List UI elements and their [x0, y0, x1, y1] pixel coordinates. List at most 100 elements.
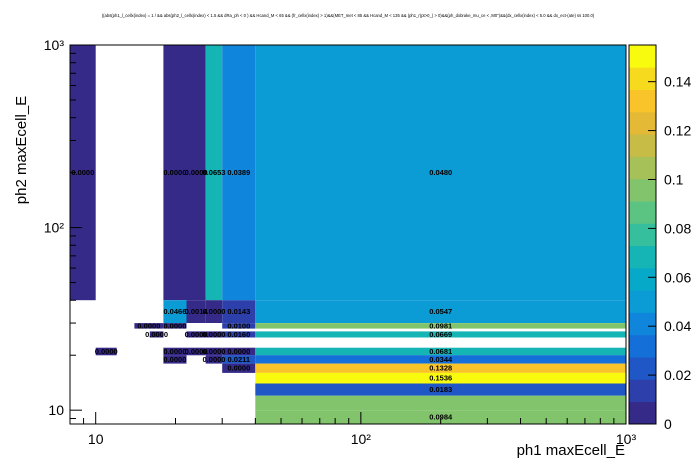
x-tick-label: 10² [351, 431, 372, 447]
heatmap-cell [149, 331, 164, 338]
color-scale-swatch [629, 223, 656, 247]
cell-value-label: 0.0480 [429, 168, 452, 177]
heatmap-cell [255, 410, 627, 424]
heatmap-cell [222, 45, 256, 301]
heatmap-cell [163, 355, 187, 364]
cell-value-label: 0.0014 [185, 307, 209, 316]
cell-value-label: 0.0100 [227, 321, 250, 330]
cell-value-label: 0.0000 [185, 330, 208, 339]
heatmap-cell [205, 355, 223, 364]
cell-value-label: 0.0000 [227, 364, 250, 373]
x-tick-label: 10 [88, 431, 104, 447]
cell-value-label: 0.0000 [203, 355, 226, 364]
cell-value-label: 0.0000 [185, 347, 208, 356]
y-tick-label: 10 [48, 402, 64, 418]
color-scale-swatch [629, 245, 656, 269]
color-scale-tick-label: 0 [664, 416, 672, 432]
y-tick-label: 10³ [44, 37, 65, 53]
cell-value-label: 0.1328 [429, 364, 452, 373]
heatmap-cell [222, 347, 256, 356]
cell-value-label: 0.1536 [429, 374, 452, 383]
cell-value-label: 0.0000 [95, 347, 118, 356]
cell-value-label: 0.0669 [429, 330, 452, 339]
y-axis: 10 10² 10³ [44, 37, 82, 420]
cells-layer [70, 45, 627, 424]
heatmap-cell [255, 355, 627, 364]
y-tick-label: 10² [44, 220, 65, 236]
chart-title: ((abs(ph1_l_cellx(index) = 1 / && abs(ph… [102, 13, 595, 18]
cell-value-label: 0.0000 [203, 347, 226, 356]
plot-frame [69, 44, 627, 425]
cell-value-label: 0.0211 [228, 355, 251, 364]
cell-value-label: 0.0653 [203, 168, 226, 177]
heatmap-cell [163, 323, 187, 329]
heatmap-cell [186, 347, 206, 356]
heatmap-cell [134, 323, 164, 329]
color-scale-swatch [629, 111, 656, 135]
cell-value-label: 0.0681 [429, 347, 452, 356]
cell-value-label: 0.0000 [227, 347, 250, 356]
cell-value-label: 0.0143 [227, 307, 250, 316]
heatmap-cell [163, 347, 187, 356]
color-scale-swatch [629, 134, 656, 157]
color-scale-swatch [629, 312, 656, 336]
color-scale-swatch [629, 401, 656, 425]
heatmap-cell [255, 372, 627, 384]
x-axis: 10 10² 10³ [69, 412, 637, 447]
cell-value-label: 0.0000 [163, 355, 186, 364]
heatmap-cell [255, 395, 627, 411]
cell-value-label: 0.0984 [429, 413, 453, 422]
cell-value-label: 0.0000 [163, 347, 186, 356]
heatmap-cell [222, 363, 256, 373]
cell-value-label: 0.0000 [203, 330, 226, 339]
color-scale-swatch [629, 267, 656, 291]
heatmap-cell [255, 45, 627, 301]
color-scale-swatch [629, 67, 656, 90]
heatmap-cell [222, 300, 256, 323]
cell-value-label: 0.0000 [163, 321, 186, 330]
color-scale-tick-label: 0.14 [664, 74, 691, 90]
color-scale-swatch [629, 156, 656, 180]
cell-value-label: 0.0466 [163, 307, 186, 316]
cell-value-label: 0.0981 [429, 321, 452, 330]
heatmap-cell [255, 323, 627, 329]
cell-value-label: 0.0160 [227, 330, 250, 339]
color-scale-tick-label: 0.12 [664, 123, 691, 139]
heatmap-cell [255, 363, 627, 373]
heatmap-cell [186, 331, 206, 338]
cell-value-label: 0.0547 [429, 307, 452, 316]
heatmap-cell [205, 347, 223, 356]
heatmap-cell [205, 300, 223, 323]
heatmap-cell [95, 347, 117, 356]
color-scale-swatch [629, 379, 656, 403]
color-scale-swatch [629, 178, 656, 202]
heatmap-cell [222, 323, 256, 329]
color-scale-tick-label: 0.08 [664, 220, 691, 236]
color-scale-swatch [629, 357, 656, 380]
color-scale-tick-label: 0.06 [664, 269, 691, 285]
heatmap-cell [255, 300, 627, 323]
color-scale-swatch [629, 201, 656, 224]
x-tick-label: 10³ [616, 431, 637, 447]
heatmap-cell [255, 331, 627, 338]
cell-value-label: 0.0000 [145, 330, 168, 339]
cell-value-label: 0.0344 [429, 355, 453, 364]
cell-value-label: 0.0000 [185, 168, 208, 177]
heatmap-cell [163, 45, 187, 301]
cell-value-label: 0.0000 [163, 168, 186, 177]
heatmap-cell [255, 347, 627, 356]
cell-value-label: 0.0389 [227, 168, 250, 177]
color-scale-swatch [629, 334, 656, 358]
cell-value-label: 0.0000 [71, 168, 94, 177]
y-axis-label: ph2 maxEcell_E [13, 96, 30, 204]
color-scale-tick-label: 0.02 [664, 367, 691, 383]
color-scale-bar: 0 0.02 0.04 0.06 0.08 0.1 0.12 0.14 [628, 44, 691, 432]
color-scale-swatch [629, 89, 656, 113]
heatmap-cell [186, 45, 206, 301]
color-scale-swatch [629, 45, 656, 68]
cell-value-label: 0.0000 [137, 321, 160, 330]
heatmap-cell [186, 300, 206, 323]
cell-value-label: 0.0183 [429, 385, 452, 394]
